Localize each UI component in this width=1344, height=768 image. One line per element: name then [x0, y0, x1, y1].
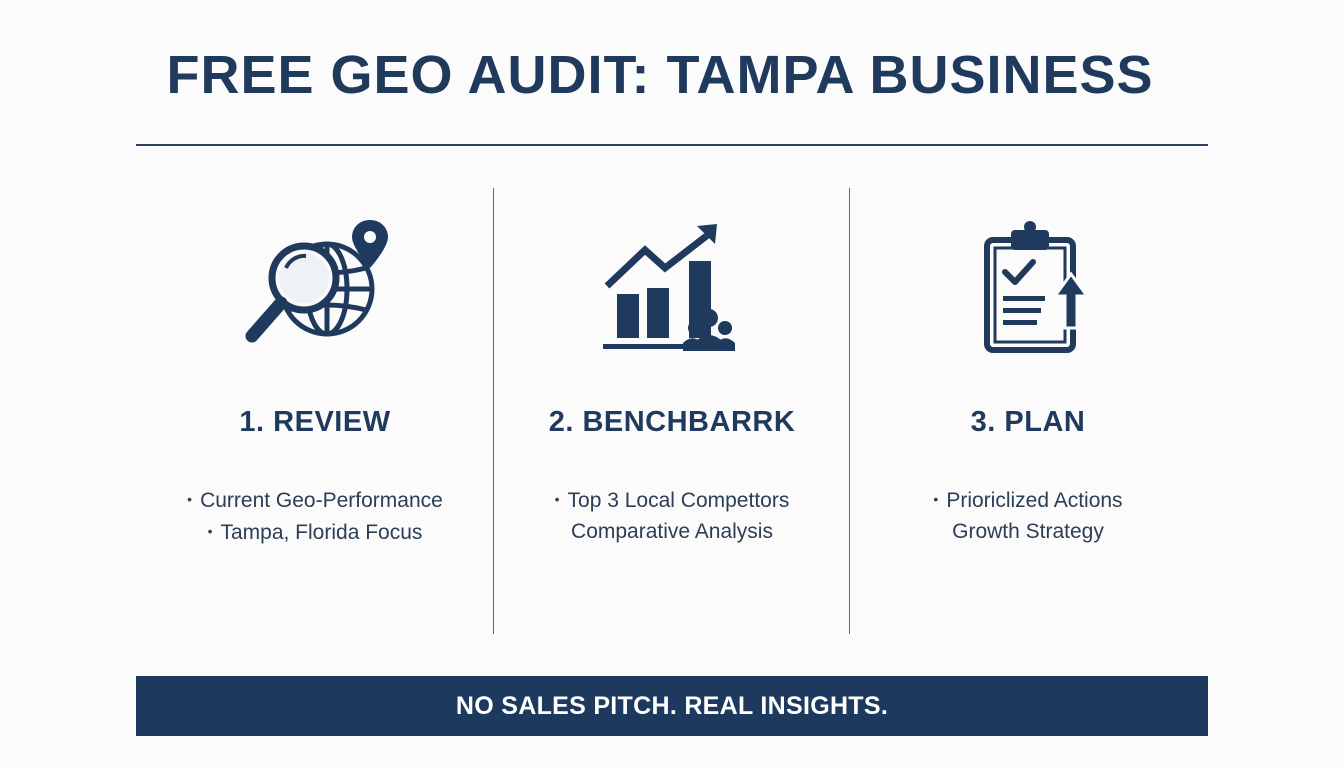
bar-chart-arrow-people-icon [494, 216, 850, 361]
bullet-item: • Tampa, Florida Focus [137, 516, 493, 548]
banner-text: NO SALES PITCH. REAL INSIGHTS. [455, 691, 889, 720]
column-divider-2 [849, 188, 850, 634]
bullet-item: Growth Strategy [850, 516, 1206, 547]
bullet-text: Tampa, Florida Focus [220, 521, 423, 544]
bullet-item: Comparative Analysis [494, 516, 850, 547]
bullet-text: Top 3 Local Compettors [567, 489, 790, 512]
tagline-banner: NO SALES PITCH. REAL INSIGHTS. [136, 676, 1208, 736]
bullet-item: • Current Geo-Performance [137, 484, 493, 516]
bullet-dot: • [554, 491, 560, 507]
step-bullets: • Current Geo-Performance • Tampa, Florida… [137, 484, 493, 548]
bullet-text: Growth Strategy [952, 520, 1104, 543]
column-divider-1 [493, 188, 494, 634]
step-title: 1. REVIEW [239, 406, 391, 438]
bullet-item: • Top 3 Local Compettors [494, 484, 850, 516]
step-title: 2. BENCHBARRK [548, 406, 796, 438]
bullet-dot: • [187, 491, 193, 507]
bullet-item: • Prioriclized Actions [850, 484, 1206, 516]
bullet-text: Comparative Analysis [571, 520, 773, 543]
bullet-text: Prioriclized Actions [946, 489, 1123, 512]
bullet-text: Current Geo-Performance [200, 489, 443, 512]
step-bullets: • Top 3 Local Compettors Comparative Anal… [494, 484, 850, 547]
step-title: 3. PLAN [970, 406, 1086, 438]
bullet-dot: • [207, 523, 213, 539]
step-bullets: • Prioriclized Actions Growth Strategy [850, 484, 1206, 547]
bullet-dot: • [933, 491, 939, 507]
clipboard-check-arrow-icon [850, 216, 1206, 361]
magnifier-globe-pin-icon [137, 216, 493, 361]
title-divider [136, 144, 1208, 146]
page-title: FREE GEO AUDIT: TAMPA BUSINESS [166, 45, 1154, 105]
